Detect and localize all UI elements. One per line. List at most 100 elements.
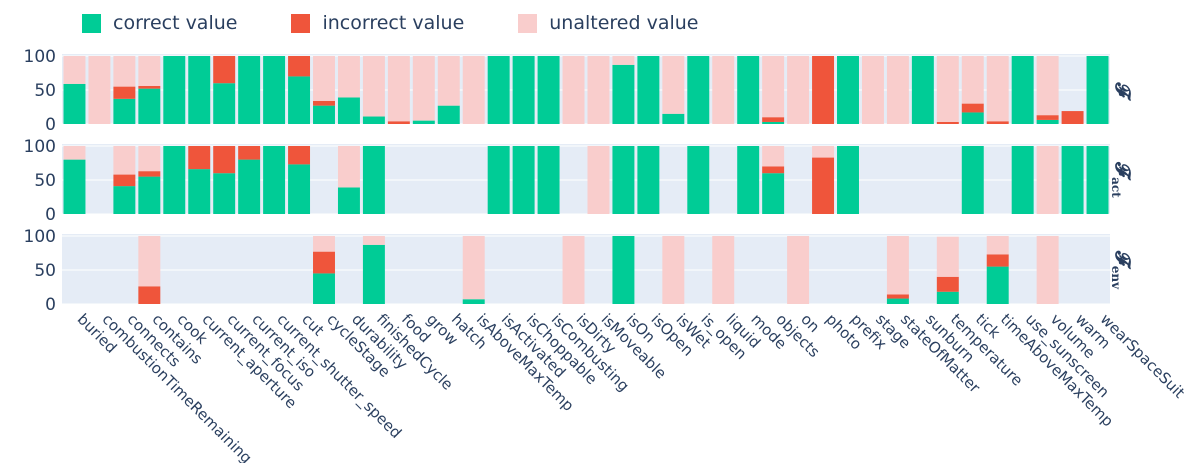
panel-label: 𝓕env	[1109, 250, 1135, 290]
bar-correct-isOpen	[637, 146, 660, 214]
bar-correct-cook	[163, 146, 186, 214]
bar-correct-isCombusting	[537, 146, 560, 214]
bar-correct-cycleStage	[313, 273, 335, 304]
bar-unaltered-food	[387, 56, 410, 122]
bar-correct-hatch	[437, 105, 460, 124]
bar-incorrect-current_iso	[238, 146, 261, 160]
bar-unaltered-isAboveMaxTemp	[462, 236, 485, 300]
bar-correct-connects	[113, 186, 136, 214]
bar-unaltered-tick	[961, 56, 984, 104]
bar-unaltered-durability	[337, 56, 360, 98]
bar-unaltered-on	[787, 236, 810, 304]
panel-background	[62, 234, 1110, 304]
bar-incorrect-contains	[138, 286, 161, 304]
bar-incorrect-connects	[113, 174, 136, 187]
bar-correct-isOn	[612, 236, 635, 304]
bar-incorrect-cut	[288, 146, 311, 165]
bar-unaltered-timeAboveMaxTemp	[986, 236, 1009, 255]
bar-unaltered-stateOfMatter	[886, 236, 909, 295]
bar-incorrect-volume	[1036, 115, 1059, 120]
bar-unaltered-volume	[1036, 236, 1059, 304]
bar-correct-finishedCycle	[362, 116, 385, 124]
bar-correct-durability	[337, 187, 360, 214]
bar-correct-temperature	[936, 291, 959, 304]
bar-incorrect-photo	[812, 157, 835, 214]
y-tick-label: 50	[34, 171, 56, 191]
bar-unaltered-isWet	[662, 236, 685, 304]
bar-unaltered-grow	[412, 56, 435, 121]
bar-incorrect-photo	[812, 56, 835, 124]
legend-item-unaltered[interactable]: unaltered value	[518, 12, 699, 34]
panel-background	[62, 144, 1110, 214]
bar-correct-isActivated	[487, 146, 510, 214]
bar-unaltered-buried	[63, 146, 86, 160]
bar-correct-buried	[63, 83, 86, 124]
legend-item-correct[interactable]: correct value	[82, 12, 237, 34]
bar-unaltered-stateOfMatter	[886, 56, 909, 124]
legend-label-unaltered: unaltered value	[549, 12, 699, 34]
bar-correct-isChoppable	[512, 146, 535, 214]
panel-2: 0 50 100 𝓕act	[24, 137, 1135, 225]
bar-incorrect-current_aperture	[188, 146, 211, 170]
bar-correct-prefix	[837, 146, 859, 214]
bar-incorrect-objects	[762, 117, 785, 122]
chart-legend: correct value incorrect value unaltered …	[82, 12, 699, 34]
legend-item-incorrect[interactable]: incorrect value	[291, 12, 464, 34]
bar-unaltered-combustionTimeRemaining	[88, 56, 111, 124]
bar-correct-isCombusting	[537, 56, 560, 124]
bar-unaltered-buried	[63, 56, 86, 84]
bar-correct-use_sunscreen	[1011, 56, 1034, 124]
bar-correct-warm	[1061, 146, 1084, 214]
y-tick-label: 100	[24, 227, 56, 247]
legend-swatch-unaltered	[518, 13, 538, 33]
bar-correct-isOn	[612, 146, 635, 214]
bar-unaltered-contains	[138, 146, 161, 172]
bar-correct-durability	[337, 97, 360, 124]
y-tick-label: 100	[24, 47, 56, 67]
bar-incorrect-stateOfMatter	[886, 294, 909, 299]
bar-unaltered-volume	[1036, 146, 1059, 214]
bar-unaltered-temperature	[936, 56, 959, 122]
bar-unaltered-temperature	[936, 236, 959, 277]
bar-correct-tick	[961, 146, 984, 214]
bar-incorrect-cycleStage	[313, 100, 335, 106]
bar-incorrect-current_focus	[213, 146, 236, 174]
bar-incorrect-contains	[138, 171, 161, 177]
bar-correct-stateOfMatter	[886, 298, 909, 304]
bar-correct-finishedCycle	[362, 146, 385, 214]
bar-correct-prefix	[837, 56, 859, 124]
bar-incorrect-timeAboveMaxTemp	[986, 254, 1009, 267]
bar-unaltered-durability	[337, 146, 360, 188]
bar-incorrect-cut	[288, 56, 311, 77]
bar-correct-mode	[737, 146, 760, 214]
bar-unaltered-hatch	[437, 56, 460, 106]
bar-correct-cut	[288, 164, 311, 214]
bar-correct-is_open	[687, 146, 710, 214]
bar-correct-mode	[737, 56, 760, 124]
bar-correct-use_sunscreen	[1011, 146, 1034, 214]
bar-incorrect-connects	[113, 86, 136, 99]
bar-unaltered-isDirty	[562, 236, 585, 304]
bar-correct-objects	[762, 121, 785, 124]
bar-unaltered-finishedCycle	[362, 236, 385, 245]
bar-correct-timeAboveMaxTemp	[986, 266, 1009, 304]
bar-correct-current_shutter_speed	[263, 146, 286, 214]
y-tick-label: 0	[45, 295, 56, 315]
panel-3: 0 50 100 𝓕env	[24, 227, 1135, 315]
y-tick-label: 50	[34, 261, 56, 281]
y-tick-label: 0	[45, 115, 56, 135]
bar-incorrect-current_focus	[213, 56, 236, 84]
legend-swatch-correct	[82, 13, 101, 33]
bar-correct-isWet	[662, 113, 685, 124]
bar-correct-contains	[138, 176, 161, 214]
bar-correct-connects	[113, 98, 136, 124]
bar-correct-current_aperture	[188, 169, 211, 214]
bar-correct-cook	[163, 56, 186, 124]
bar-correct-current_shutter_speed	[263, 56, 286, 124]
bar-unaltered-isOn	[612, 56, 635, 65]
y-tick-label: 0	[45, 205, 56, 225]
panel-background	[62, 54, 1110, 124]
bar-incorrect-tick	[961, 103, 984, 113]
bar-correct-isAboveMaxTemp	[462, 299, 485, 304]
